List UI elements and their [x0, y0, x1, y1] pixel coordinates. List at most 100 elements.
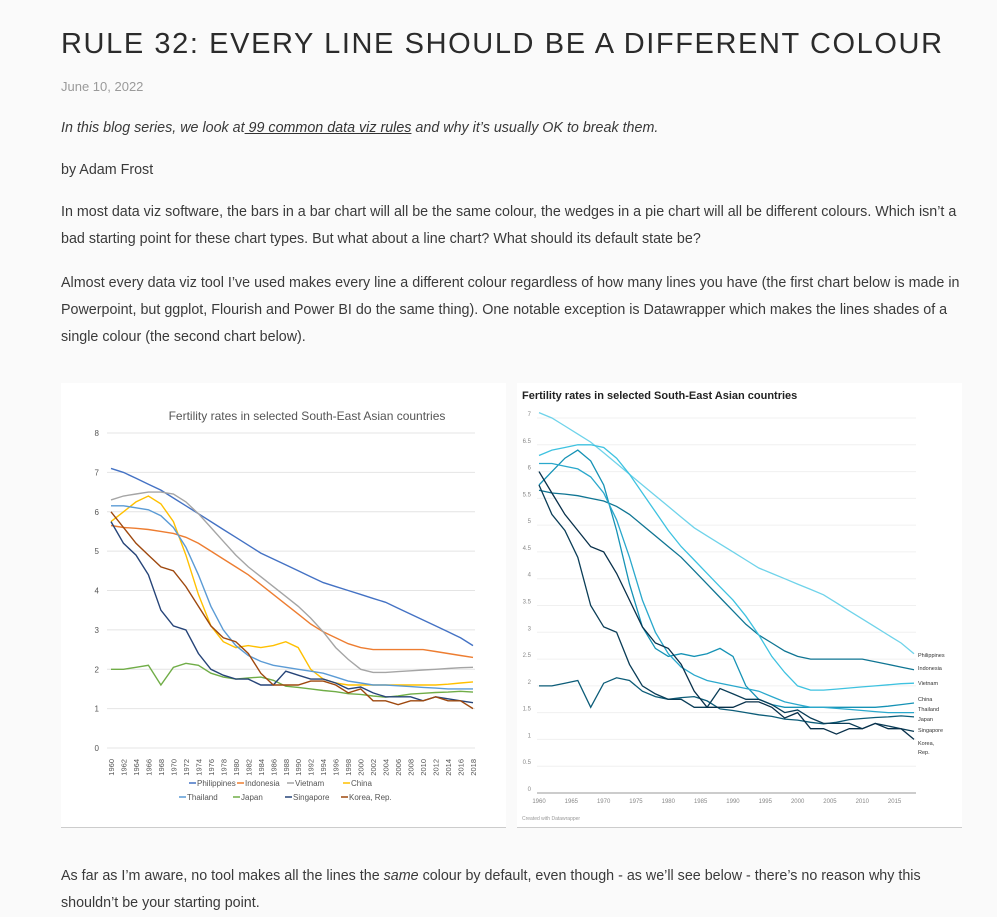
end-label-singapore: Singapore — [918, 728, 943, 734]
x-tick-label: 2004 — [382, 759, 391, 776]
x-tick-label: 1990 — [726, 799, 740, 805]
x-tick-label: 1985 — [694, 799, 708, 805]
series-line-china — [110, 495, 474, 686]
y-tick-label: 5.5 — [523, 492, 532, 498]
y-tick-label: 5 — [95, 547, 100, 556]
series-line-vietnam — [110, 491, 474, 674]
y-tick-label: 6 — [528, 466, 532, 472]
x-tick-label: 2002 — [369, 759, 378, 776]
x-tick-label: 1968 — [157, 759, 166, 776]
end-label-philippines: Philippines — [918, 653, 945, 659]
x-tick-label: 2018 — [469, 759, 478, 776]
x-tick-label: 1996 — [332, 759, 341, 776]
paragraph-2: Almost every data viz tool I’ve used mak… — [61, 275, 960, 345]
series-line-philippines — [538, 412, 915, 655]
p3-after: colour by default, even though - as we’l… — [61, 868, 921, 911]
x-tick-label: 2010 — [419, 759, 428, 776]
x-tick-label: 2005 — [823, 799, 837, 805]
legend-label-thailand: Thailand — [187, 793, 218, 802]
y-tick-label: 8 — [95, 429, 100, 438]
byline: by Adam Frost — [61, 162, 154, 178]
legend-label-korea-rep: Korea, Rep. — [349, 793, 392, 802]
chart-title: Fertility rates in selected South-East A… — [169, 409, 446, 423]
x-tick-label: 1974 — [194, 759, 203, 776]
x-tick-label: 1970 — [597, 799, 611, 805]
x-tick-label: 1988 — [282, 759, 291, 776]
x-tick-label: 1962 — [119, 759, 128, 776]
x-tick-label: 1986 — [269, 759, 278, 776]
series-intro: In this blog series, we look at 99 commo… — [61, 115, 966, 142]
x-tick-label: 1966 — [144, 759, 153, 776]
x-tick-label: 1980 — [232, 759, 241, 776]
end-label-china: China — [918, 697, 933, 703]
y-tick-label: 6.5 — [523, 439, 532, 445]
y-tick-label: 3 — [528, 626, 532, 632]
paragraph-1: In most data viz software, the bars in a… — [61, 204, 957, 247]
chart-footer: Created with Datawrapper — [522, 816, 580, 822]
y-tick-label: 0.5 — [523, 760, 532, 766]
y-tick-label: 3.5 — [523, 600, 532, 606]
y-tick-label: 0 — [528, 787, 532, 793]
y-tick-label: 2 — [95, 665, 100, 674]
y-tick-label: 4 — [528, 573, 532, 579]
x-tick-label: 2000 — [357, 759, 366, 776]
y-tick-label: 7 — [95, 468, 100, 477]
y-tick-label: 4.5 — [523, 546, 532, 552]
legend-label-singapore: Singapore — [293, 793, 330, 802]
legend-label-china: China — [351, 779, 372, 788]
paragraph-3: As far as I’m aware, no tool makes all t… — [61, 863, 966, 917]
y-tick-label: 2 — [528, 680, 532, 686]
x-tick-label: 1990 — [294, 759, 303, 776]
end-label-vietnam: Vietnam — [918, 681, 938, 687]
series-line-thailand — [111, 505, 473, 690]
x-tick-label: 1998 — [344, 759, 353, 776]
x-tick-label: 1976 — [207, 759, 216, 776]
series-line-indonesia — [538, 489, 915, 671]
x-tick-label: 1970 — [169, 759, 178, 776]
x-tick-label: 2008 — [407, 759, 416, 776]
x-tick-label: 2006 — [394, 759, 403, 776]
legend-label-japan: Japan — [241, 793, 263, 802]
x-tick-label: 2010 — [856, 799, 870, 805]
y-tick-label: 1 — [95, 705, 100, 714]
chart-powerpoint-svg: Fertility rates in selected South-East A… — [95, 409, 478, 802]
chart-powerpoint: Fertility rates in selected South-East A… — [61, 383, 506, 828]
y-tick-label: 6 — [95, 508, 100, 517]
x-tick-label: 1964 — [132, 759, 141, 776]
x-tick-label: 1978 — [219, 759, 228, 776]
page-title: RULE 32: EVERY LINE SHOULD BE A DIFFEREN… — [61, 28, 944, 60]
intro-text-after: and why it’s usually OK to break them. — [411, 120, 659, 136]
chart-datawrapper-svg: Fertility rates in selected South-East A… — [522, 390, 945, 822]
end-label-thailand: Thailand — [918, 707, 939, 713]
legend-label-indonesia: Indonesia — [245, 779, 280, 788]
y-tick-label: 4 — [95, 587, 100, 596]
y-tick-label: 7 — [528, 412, 532, 418]
end-label-japan: Japan — [918, 717, 933, 723]
x-tick-label: 1994 — [319, 759, 328, 776]
x-tick-label: 1960 — [532, 799, 546, 805]
intro-text-before: In this blog series, we look at — [61, 120, 245, 136]
series-line-thailand — [539, 462, 914, 714]
rules-series-link[interactable]: 99 common data viz rules — [244, 120, 412, 136]
x-tick-label: 2014 — [444, 759, 453, 776]
series-line-korea-rep — [110, 511, 474, 710]
end-label-indonesia: Indonesia — [918, 666, 943, 672]
series-line-philippines — [110, 467, 474, 647]
x-tick-label: 1972 — [182, 759, 191, 776]
y-tick-label: 1 — [528, 733, 532, 739]
x-tick-label: 1965 — [565, 799, 579, 805]
series-line-singapore — [110, 521, 474, 704]
x-tick-label: 2016 — [457, 759, 466, 776]
legend-label-vietnam: Vietnam — [295, 779, 325, 788]
y-tick-label: 2.5 — [523, 653, 532, 659]
x-tick-label: 1984 — [257, 759, 266, 776]
series-line-china — [538, 449, 915, 708]
y-tick-label: 5 — [528, 519, 532, 525]
chart-datawrapper: Fertility rates in selected South-East A… — [517, 383, 962, 828]
legend-label-philippines: Philippines — [197, 779, 236, 788]
x-tick-label: 2012 — [432, 759, 441, 776]
p3-emphasis: same — [383, 868, 419, 884]
series-line-indonesia — [110, 524, 474, 659]
x-tick-label: 1995 — [759, 799, 773, 805]
x-tick-label: 1960 — [107, 759, 116, 776]
